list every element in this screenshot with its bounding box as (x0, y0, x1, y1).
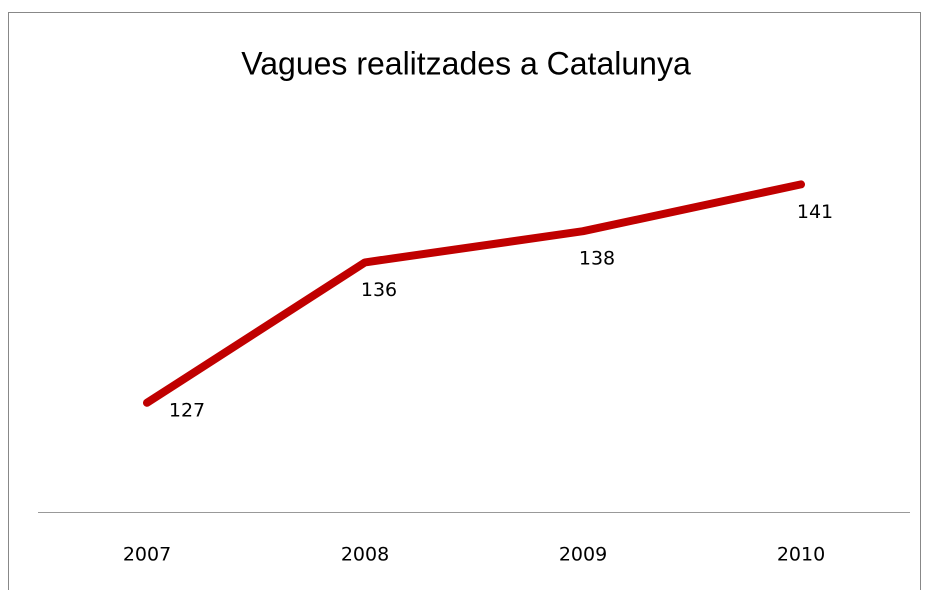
data-label: 138 (579, 248, 615, 270)
data-label: 141 (797, 201, 833, 223)
data-label: 127 (169, 399, 205, 421)
line-series (143, 180, 805, 407)
x-tick-label: 2008 (341, 544, 389, 566)
x-tick-label: 2009 (559, 544, 607, 566)
chart-frame (8, 12, 921, 590)
data-label: 136 (361, 279, 397, 301)
x-tick-label: 2010 (777, 544, 825, 566)
chart-title: Vagues realitzades a Catalunya (241, 45, 691, 81)
x-tick-label: 2007 (123, 544, 171, 566)
